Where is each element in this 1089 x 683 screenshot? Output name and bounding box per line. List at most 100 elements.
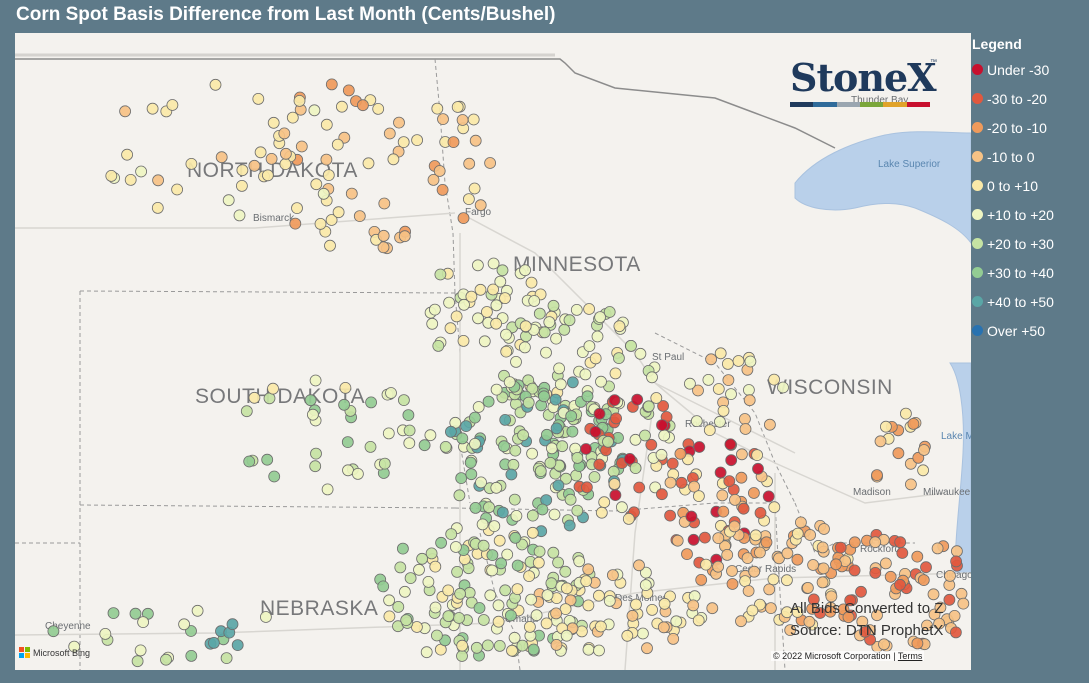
basis-dot[interactable] — [259, 611, 272, 623]
basis-dot[interactable] — [543, 316, 556, 329]
basis-dot[interactable] — [372, 103, 385, 115]
basis-dot[interactable] — [639, 579, 652, 591]
basis-dot[interactable] — [456, 650, 468, 662]
basis-dot[interactable] — [609, 489, 622, 502]
basis-dot[interactable] — [563, 314, 576, 327]
basis-dot[interactable] — [486, 564, 499, 577]
basis-dot[interactable] — [583, 303, 595, 315]
basis-dot[interactable] — [267, 382, 279, 395]
basis-dot[interactable] — [595, 620, 607, 633]
basis-dot[interactable] — [279, 158, 292, 171]
basis-dot[interactable] — [499, 584, 512, 597]
basis-dot[interactable] — [657, 400, 669, 412]
basis-dot[interactable] — [490, 481, 503, 494]
basis-dot[interactable] — [121, 148, 133, 161]
basis-dot[interactable] — [464, 456, 477, 469]
legend-item[interactable]: 0 to +10 — [972, 171, 1087, 200]
basis-dot[interactable] — [378, 197, 391, 210]
basis-dot[interactable] — [743, 384, 755, 396]
basis-dot[interactable] — [131, 655, 144, 668]
basis-dot[interactable] — [385, 387, 397, 399]
basis-dot[interactable] — [700, 558, 712, 571]
basis-dot[interactable] — [469, 134, 482, 147]
basis-dot[interactable] — [382, 427, 395, 440]
basis-dot[interactable] — [714, 415, 726, 428]
basis-dot[interactable] — [465, 468, 478, 481]
basis-dot[interactable] — [383, 594, 396, 607]
basis-dot[interactable] — [331, 138, 344, 151]
basis-dot[interactable] — [593, 589, 605, 602]
basis-dot[interactable] — [546, 442, 558, 455]
basis-dot[interactable] — [486, 549, 499, 561]
basis-dot[interactable] — [504, 609, 517, 622]
basis-dot[interactable] — [471, 259, 484, 272]
basis-dot[interactable] — [950, 626, 962, 639]
basis-dot[interactable] — [950, 555, 962, 568]
basis-dot[interactable] — [559, 565, 572, 578]
basis-dot[interactable] — [500, 345, 513, 358]
basis-dot[interactable] — [484, 589, 497, 602]
basis-dot[interactable] — [560, 582, 573, 595]
basis-dot[interactable] — [261, 169, 274, 182]
basis-dot[interactable] — [487, 257, 500, 270]
basis-dot[interactable] — [563, 519, 576, 532]
basis-dot[interactable] — [884, 570, 897, 583]
basis-dot[interactable] — [342, 84, 355, 97]
basis-dot[interactable] — [524, 621, 536, 633]
basis-dot[interactable] — [422, 576, 435, 588]
basis-dot[interactable] — [657, 621, 670, 634]
basis-dot[interactable] — [892, 447, 905, 460]
basis-dot[interactable] — [429, 601, 442, 614]
basis-dot[interactable] — [519, 320, 532, 333]
basis-dot[interactable] — [498, 440, 510, 453]
basis-dot[interactable] — [351, 467, 364, 480]
basis-dot[interactable] — [880, 557, 892, 570]
basis-dot[interactable] — [917, 574, 930, 586]
basis-dot[interactable] — [591, 330, 604, 343]
basis-dot[interactable] — [151, 201, 164, 214]
basis-dot[interactable] — [487, 283, 500, 296]
basis-dot[interactable] — [306, 408, 319, 421]
basis-dot[interactable] — [279, 147, 292, 160]
basis-dot[interactable] — [552, 556, 564, 569]
basis-dot[interactable] — [741, 552, 754, 564]
basis-dot[interactable] — [784, 624, 797, 636]
basis-dot[interactable] — [609, 367, 622, 380]
basis-dot[interactable] — [646, 371, 658, 384]
basis-dot[interactable] — [469, 437, 481, 450]
basis-dot[interactable] — [432, 339, 445, 352]
basis-dot[interactable] — [746, 604, 759, 617]
basis-dot[interactable] — [453, 612, 465, 624]
basis-dot[interactable] — [917, 464, 929, 477]
basis-dot[interactable] — [687, 599, 700, 612]
basis-dot[interactable] — [603, 595, 616, 607]
basis-dot[interactable] — [453, 489, 466, 502]
basis-dot[interactable] — [671, 534, 684, 547]
basis-dot[interactable] — [807, 559, 819, 571]
basis-dot[interactable] — [666, 457, 679, 470]
basis-dot[interactable] — [844, 594, 857, 607]
basis-dot[interactable] — [289, 217, 302, 230]
basis-dot[interactable] — [712, 532, 725, 545]
basis-dot[interactable] — [545, 577, 558, 590]
legend-item[interactable]: Under -30 — [972, 55, 1087, 84]
basis-dot[interactable] — [472, 312, 484, 325]
basis-dot[interactable] — [445, 528, 458, 541]
basis-dot[interactable] — [767, 573, 780, 586]
basis-dot[interactable] — [625, 339, 637, 352]
basis-dot[interactable] — [267, 116, 280, 129]
basis-dot[interactable] — [493, 534, 506, 547]
basis-dot[interactable] — [171, 183, 184, 196]
basis-dot[interactable] — [215, 151, 228, 164]
basis-dot[interactable] — [943, 593, 956, 606]
basis-dot[interactable] — [166, 99, 179, 111]
basis-dot[interactable] — [474, 199, 487, 212]
basis-dot[interactable] — [511, 583, 524, 595]
basis-dot[interactable] — [309, 460, 322, 473]
basis-dot[interactable] — [564, 493, 577, 506]
basis-dot[interactable] — [540, 346, 552, 359]
basis-dot[interactable] — [816, 576, 829, 589]
basis-dot[interactable] — [364, 440, 377, 453]
basis-dot[interactable] — [548, 508, 561, 521]
basis-dot[interactable] — [317, 187, 330, 200]
